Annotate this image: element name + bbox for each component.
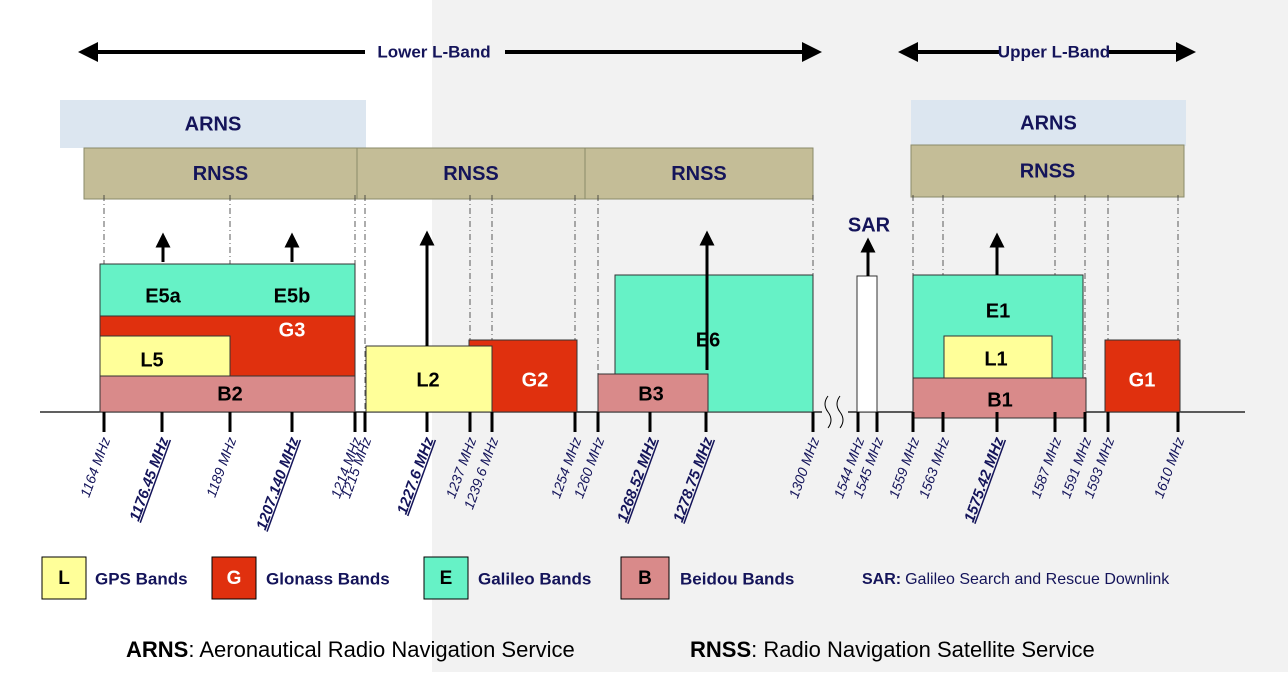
band-block xyxy=(365,345,493,413)
band-block xyxy=(99,263,356,317)
band-label: G3 xyxy=(279,319,306,341)
band-label: L1 xyxy=(984,348,1007,370)
service-box xyxy=(584,147,814,200)
footer-text: : Radio Navigation Satellite Service xyxy=(751,637,1095,662)
footer-note: RNSS: Radio Navigation Satellite Service xyxy=(690,637,1095,662)
band-block xyxy=(943,335,1053,379)
band-block xyxy=(856,275,878,413)
service-label: RNSS xyxy=(1020,160,1076,182)
footer-key: RNSS xyxy=(690,637,751,662)
break-mark xyxy=(824,395,844,429)
service-label: RNSS xyxy=(193,163,249,185)
service-box xyxy=(910,144,1185,198)
legend-key: L xyxy=(58,568,70,589)
band-block xyxy=(912,377,1087,419)
service-box xyxy=(60,100,366,148)
band-label: B2 xyxy=(217,383,243,405)
legend-swatch xyxy=(41,556,87,600)
band-block xyxy=(99,375,356,413)
legend-label: Glonass Bands xyxy=(266,569,390,588)
service-label: ARNS xyxy=(185,113,242,135)
band-title: Upper L-Band xyxy=(998,42,1110,61)
band-label: L5 xyxy=(140,349,163,371)
footer-note: ARNS: Aeronautical Radio Navigation Serv… xyxy=(126,637,575,662)
band-label: G2 xyxy=(522,369,549,391)
band-label: B3 xyxy=(638,383,664,405)
service-label: ARNS xyxy=(1020,112,1077,134)
service-box xyxy=(83,147,358,200)
band-block xyxy=(597,373,709,413)
legend-key: E xyxy=(440,568,453,589)
band-title: Lower L-Band xyxy=(377,42,490,61)
footer-key: ARNS xyxy=(126,637,188,662)
sar-text: Galileo Search and Rescue Downlink xyxy=(905,571,1170,588)
legend-key: B xyxy=(638,568,652,589)
band-label: E5b xyxy=(274,285,311,307)
band-block xyxy=(99,335,231,377)
legend-label: Galileo Bands xyxy=(478,569,591,588)
legend-key: G xyxy=(227,568,242,589)
service-label: RNSS xyxy=(671,163,727,185)
service-box xyxy=(911,100,1186,146)
legend-label: Beidou Bands xyxy=(680,569,794,588)
band-label: E1 xyxy=(986,300,1010,322)
band-block xyxy=(1104,339,1181,413)
band-label: SAR xyxy=(848,214,891,236)
service-label: RNSS xyxy=(443,163,499,185)
legend-label: GPS Bands xyxy=(95,569,188,588)
band-label: G1 xyxy=(1129,369,1156,391)
band-label: B1 xyxy=(987,389,1013,411)
sar-key: SAR: xyxy=(862,571,901,588)
band-label: E5a xyxy=(145,285,181,307)
band-label: L2 xyxy=(416,369,439,391)
service-box xyxy=(356,147,586,200)
legend-swatch xyxy=(620,556,670,600)
footer-text: : Aeronautical Radio Navigation Service xyxy=(188,637,574,662)
legend-swatch xyxy=(211,556,257,600)
sar-note: SAR: Galileo Search and Rescue Downlink xyxy=(862,571,1170,588)
legend-swatch xyxy=(423,556,469,600)
